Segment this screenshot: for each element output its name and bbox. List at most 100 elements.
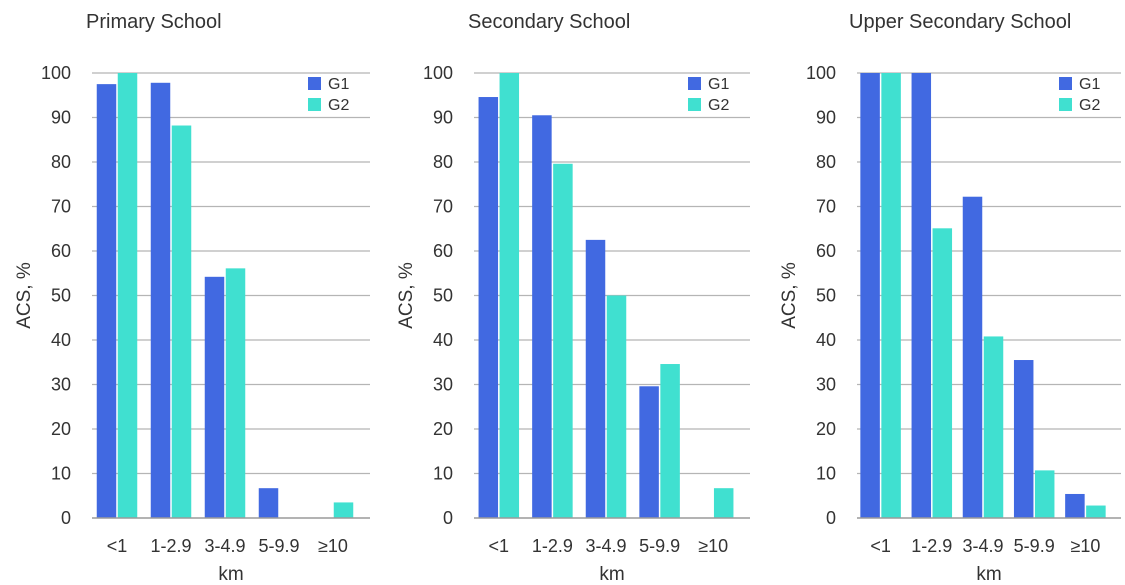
y-tick-label: 40	[433, 330, 453, 350]
chart-panel-secondary-school: Secondary School 0 10 20 30 40 50 60 70 80 90 100 <1…	[396, 11, 750, 585]
y-tick-label: 60	[433, 241, 453, 261]
bar-g2-0	[499, 73, 520, 518]
bar-g1-1	[911, 73, 932, 518]
bar-g2-0	[881, 73, 901, 518]
bar-g1-4	[1065, 493, 1085, 518]
y-tick-label: 0	[826, 508, 836, 528]
x-axis-label: km	[599, 564, 624, 585]
y-tick-label: 30	[433, 375, 453, 395]
x-tick-label: 5-9.9	[639, 536, 680, 556]
x-axis-label: km	[976, 564, 1001, 585]
x-tick-label: 5-9.9	[1014, 536, 1055, 556]
y-tick-label: 60	[51, 241, 71, 261]
y-tick-label: 10	[816, 464, 836, 484]
y-tick-label: 100	[806, 63, 836, 83]
x-tick-label: 1-2.9	[532, 536, 573, 556]
bar-g1-0	[860, 73, 880, 518]
x-tick-label: <1	[107, 536, 128, 556]
y-tick-label: 90	[51, 108, 71, 128]
x-tick-label: 1-2.9	[911, 536, 952, 556]
bar-g2-4	[333, 502, 354, 518]
bar-g2-1	[932, 228, 953, 518]
y-tick-label: 50	[816, 286, 836, 306]
y-tick-label: 50	[433, 286, 453, 306]
legend-swatch-g2	[308, 98, 321, 111]
legend-swatch-g1	[1059, 77, 1072, 90]
y-tick-label: 100	[423, 63, 453, 83]
panel-title: Secondary School	[468, 11, 630, 33]
y-tick-label: 20	[51, 419, 71, 439]
legend-swatch-g1	[308, 77, 321, 90]
x-tick-label: ≥10	[1070, 536, 1100, 556]
x-tick-label: 3-4.9	[585, 536, 626, 556]
y-tick-label: 50	[51, 286, 71, 306]
bar-g2-3	[1034, 470, 1055, 518]
bar-g1-3	[639, 386, 659, 518]
bar-g1-2	[962, 196, 983, 518]
legend-label-g2: G2	[328, 97, 349, 114]
x-tick-label: 3-4.9	[962, 536, 1003, 556]
chart-panel-upper-secondary-school: Upper Secondary School 0 10 20 30 40 50 60 70 80 9…	[779, 11, 1121, 585]
y-tick-label: 70	[51, 197, 71, 217]
y-tick-label: 90	[433, 108, 453, 128]
legend-swatch-g2	[1059, 98, 1072, 111]
y-axis-label: ACS, %	[14, 262, 35, 329]
bar-g1-1	[532, 115, 552, 519]
panel-title: Primary School	[86, 11, 222, 33]
bar-g1-0	[478, 97, 499, 518]
bar-g1-3	[258, 488, 279, 518]
bar-g2-4	[713, 488, 734, 518]
chart-panel-primary-school: Primary School 0 10 20 30 40 50 60 70 80 90 100 <1 1-…	[14, 11, 370, 585]
y-tick-label: 80	[51, 152, 71, 172]
y-axis-label: ACS, %	[396, 262, 417, 329]
legend-label-g1: G1	[1079, 76, 1100, 93]
bar-g2-4	[1086, 505, 1106, 518]
x-axis-label: km	[218, 564, 243, 585]
legend-swatch-g1	[688, 77, 701, 90]
bar-g2-3	[660, 364, 680, 518]
y-tick-label: 70	[433, 197, 453, 217]
y-tick-label: 90	[816, 108, 836, 128]
y-tick-label: 30	[51, 375, 71, 395]
y-tick-label: 0	[61, 508, 71, 528]
y-tick-label: 40	[816, 330, 836, 350]
y-tick-label: 10	[433, 464, 453, 484]
x-tick-label: 3-4.9	[204, 536, 245, 556]
legend-label-g2: G2	[1079, 97, 1100, 114]
bar-g2-2	[225, 268, 246, 518]
bar-g1-0	[96, 84, 117, 518]
bar-g1-2	[585, 239, 606, 518]
y-tick-label: 30	[816, 375, 836, 395]
y-tick-label: 80	[816, 152, 836, 172]
y-tick-label: 40	[51, 330, 71, 350]
y-tick-label: 70	[816, 197, 836, 217]
y-tick-label: 20	[816, 419, 836, 439]
bar-g2-2	[606, 295, 627, 518]
x-tick-label: ≥10	[698, 536, 728, 556]
y-tick-label: 100	[41, 63, 71, 83]
y-axis-label: ACS, %	[779, 262, 800, 329]
panel-title: Upper Secondary School	[849, 11, 1071, 33]
y-tick-label: 10	[51, 464, 71, 484]
x-tick-label: <1	[870, 536, 891, 556]
x-tick-label: ≥10	[318, 536, 348, 556]
bar-g1-1	[150, 82, 171, 518]
x-tick-label: <1	[489, 536, 510, 556]
legend-label-g1: G1	[708, 76, 729, 93]
x-tick-label: 1-2.9	[150, 536, 191, 556]
legend-swatch-g2	[688, 98, 701, 111]
y-tick-label: 80	[433, 152, 453, 172]
bar-g2-2	[983, 336, 1004, 518]
x-tick-label: 5-9.9	[258, 536, 299, 556]
legend-label-g1: G1	[328, 76, 349, 93]
bar-g1-2	[204, 276, 225, 518]
y-tick-label: 20	[433, 419, 453, 439]
bar-g1-3	[1013, 360, 1034, 518]
bar-g2-1	[553, 163, 573, 518]
y-tick-label: 60	[816, 241, 836, 261]
bar-g2-1	[171, 125, 192, 518]
bar-g2-0	[117, 73, 138, 518]
legend-label-g2: G2	[708, 97, 729, 114]
y-tick-label: 0	[443, 508, 453, 528]
